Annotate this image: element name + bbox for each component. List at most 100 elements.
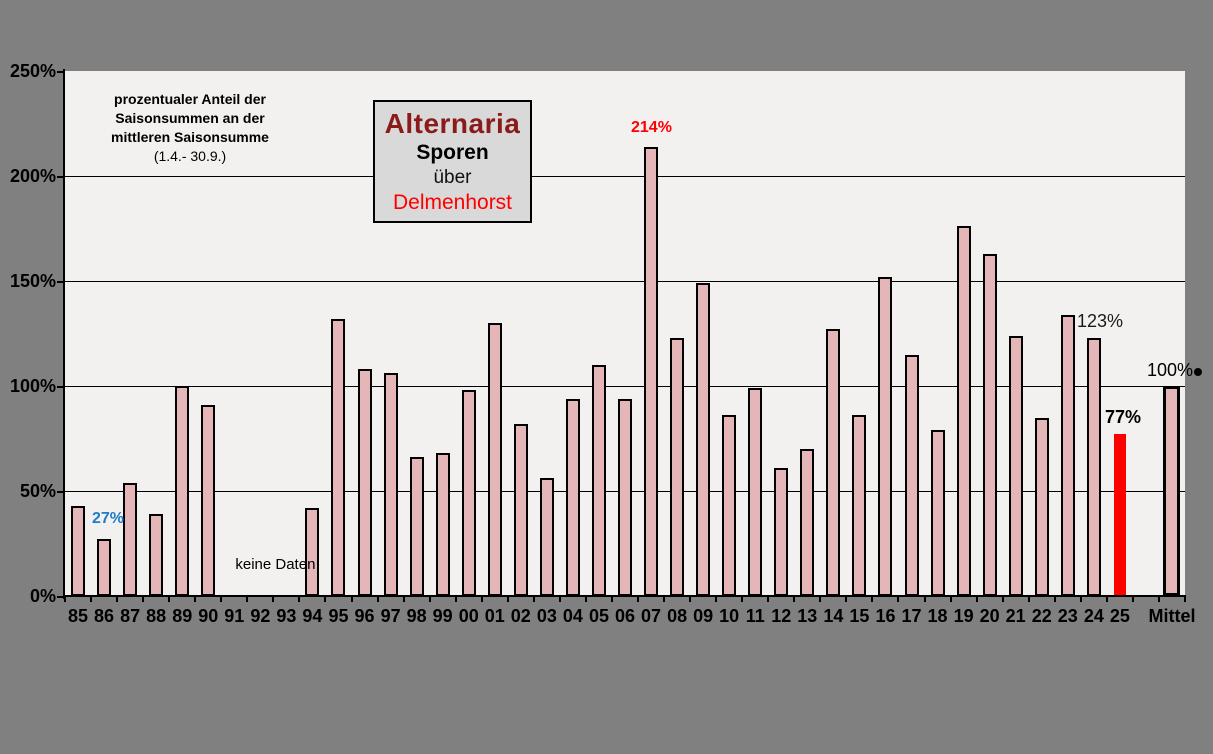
x-tick-9 — [298, 597, 301, 602]
x-label-25: 25 — [1109, 606, 1130, 626]
bar-05 — [591, 365, 606, 596]
bar-25 — [1113, 434, 1126, 596]
bar-11 — [748, 388, 763, 596]
x-label-88: 88 — [146, 606, 167, 626]
x-label-00: 00 — [458, 606, 479, 626]
x-label-04: 04 — [562, 606, 583, 626]
bar-19 — [956, 226, 971, 596]
x-label-91: 91 — [224, 606, 245, 626]
bar-21 — [1008, 335, 1023, 596]
x-tick-5 — [194, 597, 197, 602]
x-label-11: 11 — [745, 606, 765, 626]
x-label-87: 87 — [120, 606, 141, 626]
bar-15 — [852, 415, 867, 596]
x-label-09: 09 — [693, 606, 714, 626]
annotation-24: 123% — [1077, 311, 1124, 331]
x-label-02: 02 — [510, 606, 531, 626]
x-tick-27 — [767, 597, 770, 602]
y-tick-0 — [57, 596, 63, 598]
bar-00 — [461, 390, 476, 596]
bar-24 — [1086, 337, 1101, 596]
bar-94 — [305, 507, 320, 596]
x-tick-30 — [845, 597, 848, 602]
bar-01 — [487, 323, 502, 596]
x-tick-26 — [741, 597, 744, 602]
x-tick-19 — [558, 597, 561, 602]
x-tick-36 — [1001, 597, 1004, 602]
bar-10 — [722, 415, 737, 596]
x-label-14: 14 — [823, 606, 844, 626]
x-label-06: 06 — [614, 606, 636, 626]
title-city: Delmenhorst — [392, 191, 513, 214]
x-tick-7 — [246, 597, 249, 602]
title-ueber: über — [433, 167, 472, 188]
x-label-18: 18 — [927, 606, 948, 626]
x-tick-1 — [90, 597, 93, 602]
bar-04 — [565, 398, 580, 596]
bar-96 — [357, 369, 372, 596]
bar-13 — [800, 449, 815, 596]
x-tick-23 — [663, 597, 666, 602]
x-label-90: 90 — [198, 606, 219, 626]
bar-23 — [1060, 314, 1075, 596]
y-tick-200 — [57, 176, 63, 178]
x-label-07: 07 — [641, 606, 662, 626]
y-axis-label-200: 200% — [9, 166, 56, 186]
x-label-92: 92 — [250, 606, 271, 626]
x-tick-4 — [168, 597, 171, 602]
x-tick-2 — [116, 597, 119, 602]
x-tick-12 — [376, 597, 379, 602]
note-line-4: (1.4.- 30.9.) — [153, 148, 227, 164]
annotation-07: 214% — [631, 119, 672, 136]
x-label-22: 22 — [1031, 606, 1052, 626]
x-tick-16 — [480, 597, 483, 602]
x-label-24: 24 — [1083, 606, 1104, 626]
x-tick-43 — [1184, 597, 1186, 602]
x-tick-32 — [897, 597, 900, 602]
y-axis-label-250: 250% — [9, 61, 56, 81]
bar-86 — [97, 539, 112, 596]
bar-03 — [539, 478, 554, 596]
bar-09 — [696, 283, 711, 596]
x-label-96: 96 — [354, 606, 375, 626]
y-tick-50 — [57, 491, 63, 493]
bar-07 — [644, 146, 659, 596]
x-tick-18 — [532, 597, 535, 602]
y-axis-label-100: 100% — [9, 376, 56, 396]
x-label-Mittel: Mittel — [1148, 606, 1196, 626]
annotation-86: 27% — [92, 510, 125, 527]
bar-98 — [409, 457, 424, 596]
x-label-17: 17 — [901, 606, 922, 626]
y-axis-line — [63, 69, 65, 599]
x-label-08: 08 — [667, 606, 688, 626]
bar-08 — [670, 337, 685, 596]
note-line-2: Saisonsummen an der — [115, 110, 265, 126]
bar-17 — [904, 354, 919, 596]
x-tick-10 — [324, 597, 327, 602]
bar-89 — [175, 386, 190, 596]
x-label-19: 19 — [953, 606, 974, 626]
x-label-03: 03 — [536, 606, 557, 626]
x-label-97: 97 — [380, 606, 401, 626]
x-tick-29 — [819, 597, 822, 602]
x-tick-8 — [272, 597, 275, 602]
x-label-15: 15 — [849, 606, 870, 626]
bar-99 — [435, 453, 450, 596]
bar-88 — [149, 514, 164, 596]
x-tick-3 — [142, 597, 145, 602]
bar-18 — [930, 430, 945, 596]
x-tick-6 — [220, 597, 223, 602]
bar-20 — [982, 253, 997, 596]
bar-85 — [71, 505, 86, 596]
x-tick-28 — [793, 597, 796, 602]
x-tick-42 — [1157, 597, 1160, 602]
bar-14 — [826, 329, 841, 596]
note-line-1: prozentualer Anteil der — [114, 91, 266, 107]
x-label-13: 13 — [797, 606, 818, 626]
x-tick-31 — [871, 597, 874, 602]
mean-marker-dot — [1194, 368, 1203, 376]
x-tick-21 — [610, 597, 613, 602]
x-tick-0 — [64, 597, 66, 602]
x-label-98: 98 — [406, 606, 427, 626]
